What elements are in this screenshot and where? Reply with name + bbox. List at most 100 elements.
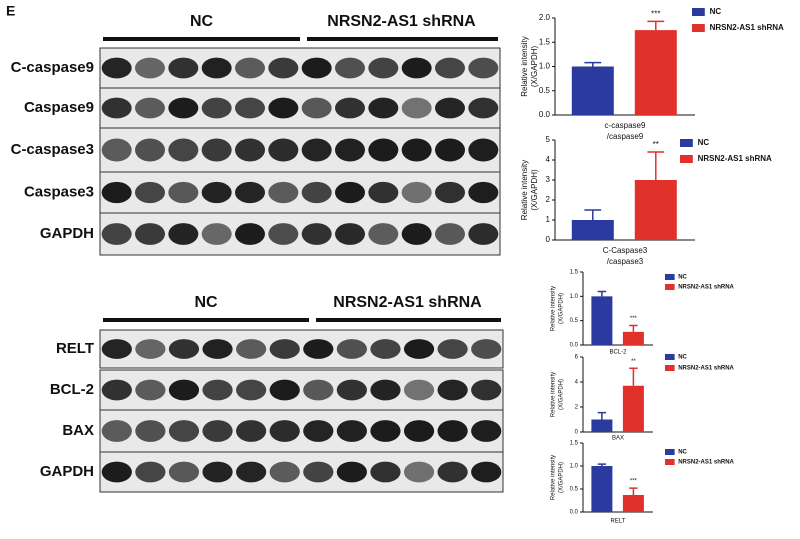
panel-label: E xyxy=(6,3,15,19)
band xyxy=(202,339,233,359)
band xyxy=(437,339,468,359)
band xyxy=(101,57,132,79)
blot-label: RELT xyxy=(56,340,94,357)
x-axis-label: /caspase3 xyxy=(607,257,644,266)
band xyxy=(236,420,267,442)
band xyxy=(235,138,265,162)
band xyxy=(336,379,367,401)
band xyxy=(401,138,432,162)
band xyxy=(401,97,432,119)
significance: *** xyxy=(630,316,638,322)
band xyxy=(101,461,132,483)
y-tick-label: 1.0 xyxy=(539,62,551,71)
significance: *** xyxy=(651,10,660,19)
y-axis-label: (X/GAPDH) xyxy=(559,293,565,324)
band xyxy=(368,138,399,162)
band xyxy=(168,420,200,442)
band xyxy=(336,339,367,359)
band xyxy=(201,223,232,245)
band xyxy=(370,420,401,442)
group-label: NRSN2-AS1 shRNA xyxy=(333,294,482,311)
band xyxy=(235,181,265,204)
blot-label: Caspase9 xyxy=(24,99,94,116)
y-tick-label: 1.0 xyxy=(570,294,579,300)
band xyxy=(101,339,132,359)
band xyxy=(368,57,399,79)
band xyxy=(101,379,132,401)
significance: *** xyxy=(630,479,638,485)
band xyxy=(168,97,199,119)
y-axis-label: Relative intensity xyxy=(520,36,529,96)
band xyxy=(168,138,199,162)
y-tick-label: 2 xyxy=(575,405,579,411)
band xyxy=(335,181,365,204)
band xyxy=(235,97,265,119)
band xyxy=(335,57,365,79)
band xyxy=(435,57,465,79)
band xyxy=(437,379,468,401)
y-axis-label: (X/GAPDH) xyxy=(559,379,565,410)
band xyxy=(168,181,199,204)
blot-label: GAPDH xyxy=(40,225,94,242)
error-bar xyxy=(629,487,638,495)
group-label: NRSN2-AS1 shRNA xyxy=(327,13,476,30)
band xyxy=(269,461,300,483)
band xyxy=(101,138,132,162)
band xyxy=(471,461,502,483)
blot-frame xyxy=(99,409,504,453)
band xyxy=(336,461,367,483)
band xyxy=(269,420,300,442)
error-bar xyxy=(597,463,607,466)
y-tick-label: 6 xyxy=(575,355,579,361)
y-tick-label: 1.5 xyxy=(570,441,579,447)
y-tick-label: 0.0 xyxy=(539,110,551,119)
legend-label: NRSN2-AS1 shRNA xyxy=(678,285,734,291)
x-axis-label: C-Caspase3 xyxy=(603,246,648,255)
band xyxy=(268,223,299,245)
band xyxy=(135,57,165,79)
y-axis-label: Relative intensity xyxy=(551,372,557,417)
band xyxy=(135,138,165,162)
band xyxy=(101,181,132,204)
band xyxy=(201,57,232,79)
band xyxy=(236,461,267,483)
band xyxy=(403,420,435,442)
bar xyxy=(571,220,614,240)
blot-label: C-caspase9 xyxy=(11,59,94,76)
band xyxy=(269,379,300,401)
bar xyxy=(622,494,644,512)
band xyxy=(135,97,165,119)
band xyxy=(135,379,166,401)
x-axis-label: c-caspase9 xyxy=(605,121,646,130)
group-label: NC xyxy=(190,13,214,30)
bar xyxy=(634,180,677,240)
band xyxy=(468,57,499,79)
legend-label: NRSN2-AS1 shRNA xyxy=(678,460,734,466)
y-tick-label: 0.5 xyxy=(570,318,579,324)
legend-label: NRSN2-AS1 shRNA xyxy=(698,154,772,163)
error-bar xyxy=(629,367,638,386)
band xyxy=(301,57,332,79)
band xyxy=(468,181,499,204)
band xyxy=(303,461,334,483)
y-tick-label: 1 xyxy=(546,215,551,224)
band xyxy=(468,138,499,162)
band xyxy=(168,339,200,359)
band xyxy=(435,181,465,204)
legend-swatch xyxy=(665,354,675,360)
y-tick-label: 3 xyxy=(546,175,551,184)
group-bar xyxy=(307,37,498,41)
band xyxy=(135,420,166,442)
band xyxy=(268,57,299,79)
group-label: NC xyxy=(194,294,218,311)
band xyxy=(468,97,499,119)
legend-label: NC xyxy=(678,355,687,361)
band xyxy=(135,461,166,483)
band xyxy=(370,339,401,359)
band xyxy=(401,57,432,79)
band xyxy=(437,461,468,483)
band xyxy=(236,379,267,401)
error-bar xyxy=(647,151,665,180)
legend-swatch xyxy=(692,24,705,32)
